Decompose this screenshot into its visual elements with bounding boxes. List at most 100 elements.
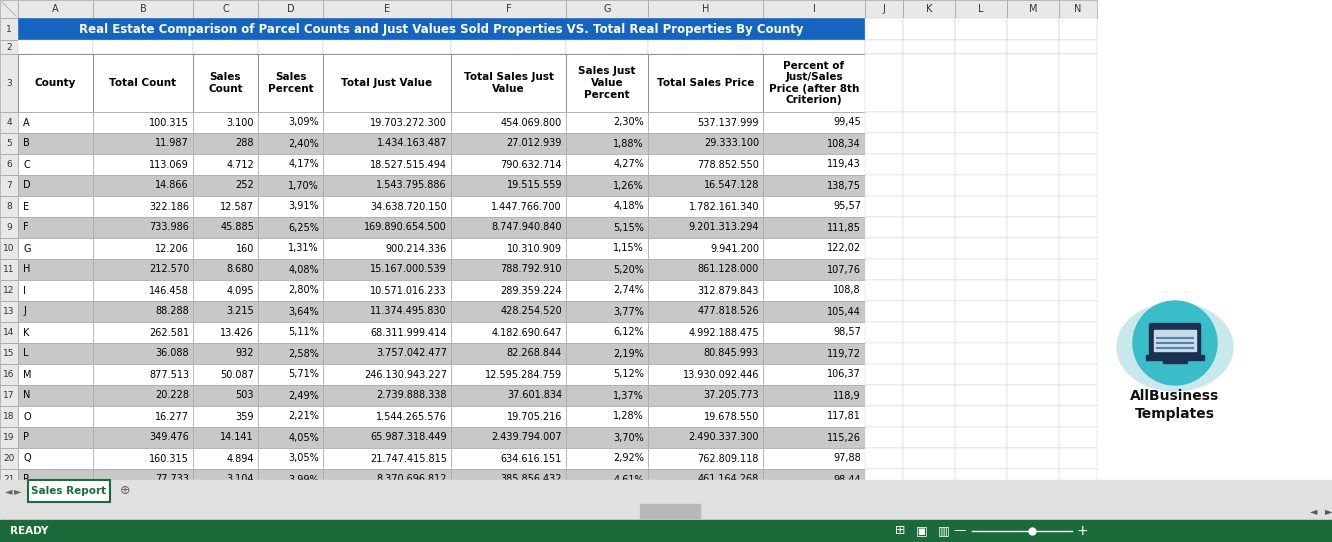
Text: 105,44: 105,44 [827, 306, 860, 317]
Bar [763, 112, 864, 133]
Text: 778.852.550: 778.852.550 [697, 159, 759, 170]
Bar [452, 406, 566, 427]
Bar [955, 112, 1007, 133]
Text: I: I [813, 4, 815, 14]
Bar [864, 238, 903, 259]
Text: County: County [35, 78, 76, 88]
Text: Real Estate Comparison of Parcel Counts and Just Values Sold Properties VS. Tota: Real Estate Comparison of Parcel Counts … [79, 23, 803, 35]
Bar [903, 54, 955, 112]
Bar [258, 406, 322, 427]
Text: 36.088: 36.088 [156, 349, 189, 358]
Bar [903, 0, 955, 18]
Text: 900.214.336: 900.214.336 [386, 243, 448, 254]
Text: 20: 20 [3, 454, 15, 463]
Bar [452, 133, 566, 154]
Bar [193, 112, 258, 133]
Bar [452, 0, 566, 18]
Bar [1059, 217, 1098, 238]
Text: 118,9: 118,9 [834, 390, 860, 401]
Text: 12: 12 [3, 286, 15, 295]
Text: 4.182.690.647: 4.182.690.647 [492, 327, 562, 338]
Bar [864, 54, 903, 112]
Text: 2,58%: 2,58% [288, 349, 318, 358]
Text: 1,31%: 1,31% [288, 243, 318, 254]
Bar [452, 217, 566, 238]
Bar [258, 427, 322, 448]
Bar [322, 196, 452, 217]
Text: 3,77%: 3,77% [613, 306, 643, 317]
Bar [322, 343, 452, 364]
Bar [864, 154, 903, 175]
Text: +: + [1076, 524, 1088, 538]
Text: 88.288: 88.288 [156, 306, 189, 317]
Text: 21: 21 [3, 475, 15, 484]
Bar [258, 280, 322, 301]
Bar [1059, 406, 1098, 427]
Bar [0, 196, 19, 217]
Text: 3: 3 [7, 79, 12, 87]
Bar [647, 427, 763, 448]
Bar [452, 259, 566, 280]
Text: 12.595.284.759: 12.595.284.759 [485, 370, 562, 379]
Bar [19, 280, 93, 301]
Bar [19, 238, 93, 259]
Bar [258, 343, 322, 364]
Bar [93, 238, 193, 259]
Text: 212.570: 212.570 [149, 264, 189, 274]
Bar [647, 469, 763, 490]
Text: 4.095: 4.095 [226, 286, 254, 295]
Bar [903, 18, 955, 40]
Bar [566, 238, 647, 259]
Text: 15.167.000.539: 15.167.000.539 [370, 264, 448, 274]
Text: ▥: ▥ [938, 525, 950, 538]
Bar [93, 0, 193, 18]
Text: 1.782.161.340: 1.782.161.340 [689, 202, 759, 211]
Bar [0, 520, 1332, 542]
Bar [193, 238, 258, 259]
Bar [93, 322, 193, 343]
Bar [864, 448, 903, 469]
Text: 27.012.939: 27.012.939 [506, 139, 562, 149]
Bar [647, 196, 763, 217]
Text: 762.809.118: 762.809.118 [698, 454, 759, 463]
Text: 4.894: 4.894 [226, 454, 254, 463]
Bar [1007, 385, 1059, 406]
Bar [193, 322, 258, 343]
Text: A: A [23, 118, 29, 127]
Text: 16: 16 [3, 370, 15, 379]
Bar [566, 385, 647, 406]
Text: 9: 9 [7, 223, 12, 232]
Bar [903, 40, 955, 54]
Bar [258, 54, 322, 112]
Text: E: E [23, 202, 29, 211]
Bar [452, 196, 566, 217]
Bar [193, 196, 258, 217]
Bar [1163, 359, 1187, 363]
Bar [1007, 364, 1059, 385]
Text: 312.879.843: 312.879.843 [698, 286, 759, 295]
Bar [1007, 238, 1059, 259]
Bar [322, 280, 452, 301]
Bar [19, 18, 864, 40]
Bar [258, 217, 322, 238]
Text: ◄: ◄ [1309, 506, 1317, 516]
Text: 65.987.318.449: 65.987.318.449 [370, 433, 448, 442]
Bar [566, 280, 647, 301]
Text: 16.547.128: 16.547.128 [703, 180, 759, 190]
Bar [193, 406, 258, 427]
Bar [193, 40, 258, 54]
Bar [322, 238, 452, 259]
Bar [1007, 196, 1059, 217]
Bar [1007, 133, 1059, 154]
Bar [955, 469, 1007, 490]
Bar [1059, 175, 1098, 196]
Text: 1,15%: 1,15% [613, 243, 643, 254]
Text: 8.747.940.840: 8.747.940.840 [492, 223, 562, 233]
Text: 106,37: 106,37 [827, 370, 860, 379]
Bar [322, 217, 452, 238]
Bar [258, 469, 322, 490]
Text: J: J [23, 306, 25, 317]
Text: 1.544.265.576: 1.544.265.576 [376, 411, 448, 422]
Text: 537.137.999: 537.137.999 [698, 118, 759, 127]
Text: ⊞: ⊞ [895, 525, 906, 538]
